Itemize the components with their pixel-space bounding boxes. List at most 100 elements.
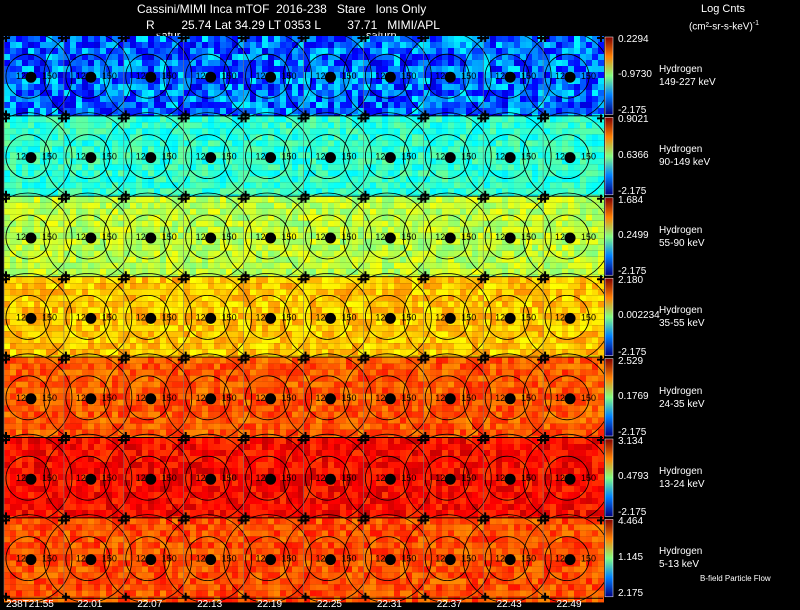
ring-label-120: 120 xyxy=(495,232,510,242)
ring-label-120: 120 xyxy=(375,71,390,81)
ring-label-120: 120 xyxy=(76,554,91,564)
colorbar xyxy=(605,117,613,194)
colorbar-max-label: 0.9021 xyxy=(618,115,649,125)
ring-label-120: 120 xyxy=(495,312,510,322)
colorbar-mid-label: 0.1769 xyxy=(618,392,649,402)
ring-label-120: 120 xyxy=(435,312,450,322)
ring-label-120: 120 xyxy=(435,152,450,162)
ring-label-120: 120 xyxy=(136,312,151,322)
colorbar xyxy=(605,359,613,436)
ring-label-120: 120 xyxy=(16,473,31,483)
ring-label-120: 120 xyxy=(315,312,330,322)
ring-label-120: 120 xyxy=(136,71,151,81)
ring-label-120: 120 xyxy=(256,312,271,322)
ring-label-120: 120 xyxy=(256,232,271,242)
ring-label-150: 150 xyxy=(581,554,596,564)
colorbar xyxy=(605,519,613,596)
ring-label-120: 120 xyxy=(76,152,91,162)
ring-label-120: 120 xyxy=(136,393,151,403)
colorbar xyxy=(605,278,613,355)
ring-label-120: 120 xyxy=(256,473,271,483)
ring-label-120: 120 xyxy=(256,152,271,162)
time-tick-label: 22:43 xyxy=(484,599,534,610)
ring-label-120: 120 xyxy=(196,473,211,483)
ring-label-150: 150 xyxy=(581,312,596,322)
ring-label-120: 120 xyxy=(16,312,31,322)
ring-label-120: 120 xyxy=(375,312,390,322)
channel-energy-label: 13-24 keV xyxy=(659,479,705,491)
ring-label-120: 120 xyxy=(555,152,570,162)
time-tick-label: 22:07 xyxy=(125,599,175,610)
channel-energy-label: 35-55 keV xyxy=(659,318,705,330)
ring-label-120: 120 xyxy=(196,152,211,162)
colorbar xyxy=(605,439,613,516)
ring-label-120: 120 xyxy=(375,232,390,242)
ring-label-120: 120 xyxy=(76,473,91,483)
time-tick-label: 22:31 xyxy=(364,599,414,610)
channel-species-label: Hydrogen xyxy=(659,64,702,76)
ring-label-150: 150 xyxy=(581,71,596,81)
ring-label-120: 120 xyxy=(315,473,330,483)
ring-label-120: 120 xyxy=(136,554,151,564)
ring-label-120: 120 xyxy=(435,554,450,564)
ring-label-120: 120 xyxy=(315,232,330,242)
ring-label-120: 120 xyxy=(555,393,570,403)
colorbar-mid-label: 1.145 xyxy=(618,553,643,563)
ring-label-120: 120 xyxy=(256,71,271,81)
ring-label-120: 120 xyxy=(375,473,390,483)
ring-label-120: 120 xyxy=(315,554,330,564)
colorbar-max-label: 2.529 xyxy=(618,357,643,367)
colorbar-mid-label: 0.002234 xyxy=(618,311,660,321)
ring-label-120: 120 xyxy=(315,71,330,81)
channel-energy-label: 90-149 keV xyxy=(659,157,710,169)
ring-label-120: 120 xyxy=(495,152,510,162)
time-tick-label: 22:37 xyxy=(424,599,474,610)
time-tick-label: 22:13 xyxy=(185,599,235,610)
time-tick-label: 22:49 xyxy=(544,599,594,610)
ring-label-120: 120 xyxy=(76,312,91,322)
colorbar xyxy=(605,198,613,275)
ring-label-120: 120 xyxy=(196,312,211,322)
colorbar-max-label: 2.180 xyxy=(618,276,643,286)
ring-label-120: 120 xyxy=(375,554,390,564)
channel-species-label: Hydrogen xyxy=(659,466,702,478)
ring-label-120: 120 xyxy=(76,393,91,403)
colorbar-mid-label: 0.2499 xyxy=(618,231,649,241)
colorbar-mid-label: 0.4793 xyxy=(618,472,649,482)
ring-label-150: 150 xyxy=(581,232,596,242)
ring-label-120: 120 xyxy=(315,152,330,162)
ring-label-120: 120 xyxy=(375,393,390,403)
ring-label-120: 120 xyxy=(555,232,570,242)
ring-label-120: 120 xyxy=(555,473,570,483)
colorbar-max-label: 0.2294 xyxy=(618,35,649,45)
ring-label-120: 120 xyxy=(256,393,271,403)
ring-label-120: 120 xyxy=(16,152,31,162)
ring-label-120: 120 xyxy=(435,393,450,403)
colorbar-mid-label: -0.9730 xyxy=(618,70,652,80)
ring-label-150: 150 xyxy=(581,152,596,162)
channel-energy-label: 149-227 keV xyxy=(659,77,716,89)
ring-label-120: 120 xyxy=(435,473,450,483)
colorbar-max-label: 4.464 xyxy=(618,517,643,527)
ring-label-120: 120 xyxy=(256,554,271,564)
channel-energy-label: 55-90 keV xyxy=(659,238,705,250)
ring-label-120: 120 xyxy=(136,232,151,242)
time-tick-label: 238T21:55 xyxy=(5,599,55,610)
ring-label-120: 120 xyxy=(435,232,450,242)
channel-energy-label: 5-13 keV xyxy=(659,559,699,571)
channel-species-label: Hydrogen xyxy=(659,386,702,398)
time-tick-label: 22:25 xyxy=(304,599,354,610)
ring-label-120: 120 xyxy=(495,393,510,403)
ring-label-120: 120 xyxy=(136,152,151,162)
ring-label-120: 120 xyxy=(76,71,91,81)
colorbar-mid-label: 0.6366 xyxy=(618,151,649,161)
time-tick-label: 22:01 xyxy=(65,599,115,610)
channel-species-label: Hydrogen xyxy=(659,305,702,317)
colorbar xyxy=(605,37,613,114)
ring-label-120: 120 xyxy=(555,554,570,564)
channel-energy-label: 24-35 keV xyxy=(659,399,705,411)
ring-label-120: 120 xyxy=(196,393,211,403)
ring-label-120: 120 xyxy=(16,71,31,81)
time-tick-label: 22:19 xyxy=(245,599,295,610)
ring-label-120: 120 xyxy=(16,554,31,564)
